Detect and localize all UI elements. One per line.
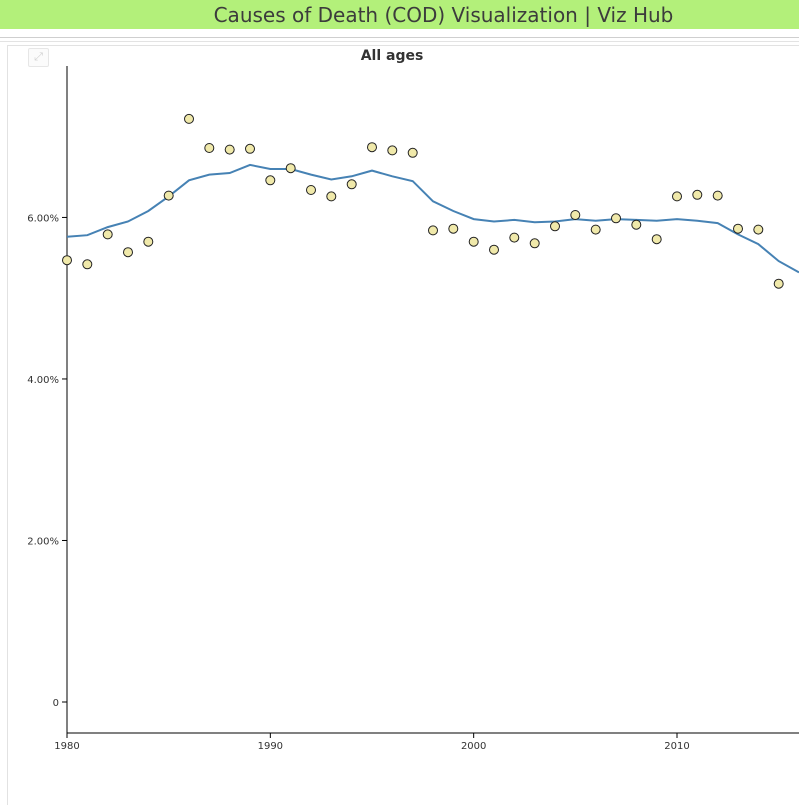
data-point <box>224 144 235 155</box>
y-tick-label: 2.00% <box>27 536 59 547</box>
page-title: Causes of Death (COD) Visualization | Vi… <box>213 2 674 27</box>
data-point <box>163 190 174 201</box>
header-divider-secondary <box>0 41 799 42</box>
data-point <box>306 185 316 195</box>
data-point <box>590 224 601 235</box>
data-point <box>509 232 520 243</box>
data-point <box>570 210 581 220</box>
data-point <box>346 179 357 190</box>
data-point <box>631 219 642 230</box>
data-point <box>245 143 255 154</box>
data-point <box>468 236 479 247</box>
data-point <box>672 191 682 202</box>
x-tick-label: 1980 <box>54 741 79 752</box>
header-bar: Causes of Death (COD) Visualization | Vi… <box>0 0 799 29</box>
data-point <box>407 147 418 158</box>
data-point <box>184 113 194 124</box>
data-point <box>692 189 703 200</box>
data-point <box>428 225 438 236</box>
data-point <box>82 259 93 270</box>
data-point <box>143 236 154 247</box>
data-point <box>102 229 113 240</box>
expand-button[interactable]: ⤢ <box>28 48 49 67</box>
y-tick-label: 6.00% <box>27 213 59 224</box>
data-point <box>123 247 133 258</box>
data-point <box>62 255 72 266</box>
data-point <box>773 278 784 289</box>
x-tick-label: 1990 <box>258 741 283 752</box>
data-point <box>204 143 215 153</box>
header-divider <box>0 37 799 38</box>
chart-panel <box>7 45 799 805</box>
y-tick-label: 0 <box>53 698 59 709</box>
x-tick-label: 2010 <box>664 741 689 752</box>
line-scatter-chart: All ages 0 2.00% 4.00% 6.00% 1980 1990 2000 201… <box>27 48 799 752</box>
data-point <box>326 191 337 202</box>
data-point <box>611 213 621 224</box>
data-point <box>712 190 723 201</box>
data-point <box>448 223 459 234</box>
expand-icon: ⤢ <box>34 50 43 63</box>
data-point <box>529 238 540 249</box>
y-tick-label: 4.00% <box>27 375 59 386</box>
data-point <box>489 244 499 255</box>
data-point <box>285 163 296 174</box>
data-point <box>733 223 743 234</box>
data-point <box>367 142 377 153</box>
data-point <box>651 234 662 245</box>
data-point <box>265 175 276 186</box>
chart-title: All ages <box>361 48 424 64</box>
data-point <box>753 224 764 235</box>
data-point <box>387 145 398 156</box>
trend-line <box>66 163 799 274</box>
data-point <box>550 221 560 232</box>
x-tick-label: 2000 <box>461 741 486 752</box>
